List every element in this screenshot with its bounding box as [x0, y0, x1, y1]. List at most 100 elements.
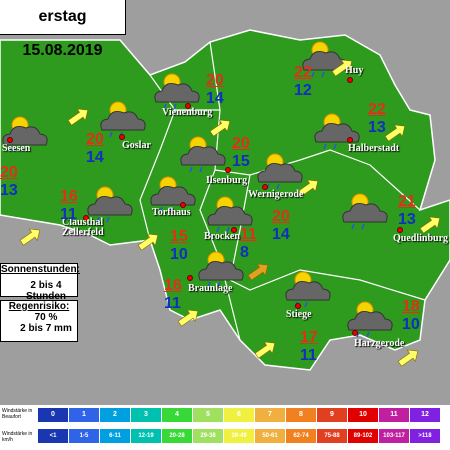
kmh-label: Windstärke in km/h	[2, 431, 33, 443]
town-name: Halberstadt	[348, 143, 400, 154]
low-temp: 14	[86, 149, 104, 166]
town-name: Brocken	[204, 231, 240, 242]
high-temp: 20	[206, 72, 224, 89]
town-dot	[347, 77, 353, 83]
high-temp: 20	[0, 164, 18, 181]
wind-arrow	[254, 341, 276, 359]
town-name: Wernigerode	[248, 189, 304, 200]
weather-icon	[257, 153, 303, 190]
beaufort-cell: 11	[379, 408, 409, 422]
title: erstag 15.08.2019	[0, 0, 126, 59]
town-dot	[180, 202, 186, 208]
wind-arrow	[384, 124, 406, 142]
high-temp: 20	[272, 208, 290, 225]
wind-arrow	[19, 228, 41, 246]
cloud	[180, 146, 226, 166]
rain-amount: 2 bis 7 mm	[20, 323, 72, 334]
cloud	[154, 83, 200, 103]
arrow-shape	[137, 233, 159, 251]
weather-icon	[154, 73, 200, 110]
kmh-cell: 50-61	[255, 429, 285, 443]
weather-icon	[87, 186, 133, 223]
kmh-cell: 1-5	[69, 429, 99, 443]
wind-arrow	[247, 263, 269, 281]
rain-label: Regenrisiko:	[8, 301, 70, 312]
rain	[207, 281, 221, 288]
low-temp: 11	[164, 295, 181, 312]
beaufort-cell: 12	[410, 408, 440, 422]
kmh-cell: 89-102	[348, 429, 378, 443]
cloud	[342, 203, 388, 223]
high-temp: 16	[164, 277, 182, 294]
beaufort-cell: 2	[100, 408, 130, 422]
wind-arrow	[297, 179, 319, 197]
low-temp: 13	[0, 182, 18, 199]
town-dot	[187, 275, 193, 281]
cloud	[257, 163, 303, 183]
cloud	[285, 281, 331, 301]
beaufort-cell: 4	[162, 408, 192, 422]
town-name: Harzgerode	[354, 338, 405, 349]
arrow-shape	[67, 108, 89, 126]
town-name: Huy	[345, 65, 364, 76]
weather-icon	[198, 251, 244, 288]
cloud	[198, 261, 244, 281]
beaufort-cell: 0	[38, 408, 68, 422]
town-dot	[119, 134, 125, 140]
low-temp: 11	[60, 206, 77, 223]
cloud	[207, 206, 253, 226]
arrow-shape	[247, 263, 269, 281]
low-temp: 15	[232, 153, 250, 170]
high-temp: 22	[368, 101, 386, 118]
town-name: Clausthal Zellerfeld	[62, 217, 104, 238]
rain	[356, 331, 370, 338]
town-dot	[352, 330, 358, 336]
cloud	[2, 126, 48, 146]
wind-arrow	[177, 309, 199, 327]
arrow-shape	[397, 349, 419, 367]
wind-arrow	[419, 216, 441, 234]
town-name: Stiege	[286, 309, 312, 320]
kmh-cell: 103-117	[379, 429, 409, 443]
kmh-cell: 62-74	[286, 429, 316, 443]
kmh-cell: 75-88	[317, 429, 347, 443]
high-temp: 22	[294, 64, 312, 81]
rain	[96, 216, 110, 223]
wind-arrow	[397, 349, 419, 367]
low-temp: 10	[402, 316, 420, 333]
town-dot	[231, 227, 237, 233]
wind-arrow	[331, 59, 353, 77]
town-dot	[397, 227, 403, 233]
rain	[159, 206, 173, 213]
town-name: Ilsenburg	[206, 175, 248, 186]
kmh-cell: 29-38	[193, 429, 223, 443]
town-name: Braunlage	[188, 283, 233, 294]
high-temp: 20	[232, 135, 250, 152]
low-temp: 8	[240, 244, 249, 261]
arrow-shape	[19, 228, 41, 246]
high-temp: 17	[300, 329, 318, 346]
arrow-shape	[177, 309, 199, 327]
weather-icon	[2, 116, 48, 153]
rain-value: 70 %	[34, 312, 58, 323]
town-name: Seesen	[2, 143, 31, 154]
low-temp: 12	[294, 82, 312, 99]
low-temp: 13	[398, 211, 416, 228]
beaufort-cell: 8	[286, 408, 316, 422]
arrow-shape	[331, 59, 353, 77]
rain	[351, 223, 365, 230]
beaufort-cell: 9	[317, 408, 347, 422]
town-dot	[347, 137, 353, 143]
cloud	[87, 196, 133, 216]
town-name: Vienenburg	[162, 107, 213, 118]
high-temp: 18	[402, 298, 420, 315]
rain	[163, 103, 177, 110]
weather-icon	[100, 101, 146, 138]
kmh-cell: 6-11	[100, 429, 130, 443]
beaufort-cell: 10	[348, 408, 378, 422]
cloud	[314, 123, 360, 143]
kmh-cell: 12-19	[131, 429, 161, 443]
high-temp: 16	[60, 188, 78, 205]
wind-scale: Windstärke in Beaufort Windstärke in km/…	[0, 405, 450, 450]
